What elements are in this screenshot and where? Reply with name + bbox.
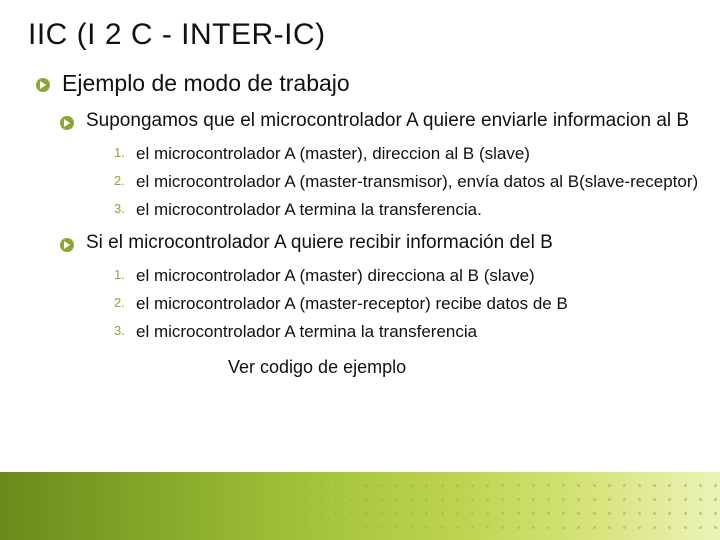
item-number: 3. — [114, 201, 125, 218]
item-text: el microcontrolador A (master), direccio… — [136, 144, 530, 163]
item-number: 3. — [114, 323, 125, 340]
slide: IIC (I 2 C - INTER-IC) Ejemplo de modo d… — [0, 0, 720, 540]
list-item: 2. el microcontrolador A (master-receptor… — [114, 293, 704, 315]
list-item: 1. el microcontrolador A (master) direcci… — [114, 265, 704, 287]
item-text: el microcontrolador A termina la transfe… — [136, 322, 477, 341]
decorative-band — [0, 472, 720, 540]
list-item: 1. el microcontrolador A (master), direcc… — [114, 143, 704, 165]
list-item: 2. el microcontrolador A (master-transmis… — [114, 171, 704, 193]
list-item: 3. el microcontrolador A termina la trans… — [114, 321, 704, 343]
section2-list: 1. el microcontrolador A (master) direcci… — [114, 265, 704, 343]
slide-title: IIC (I 2 C - INTER-IC) — [28, 18, 720, 52]
item-text: el microcontrolador A termina la transfe… — [136, 200, 482, 219]
section1-intro: Supongamos que el microcontrolador A qui… — [60, 109, 700, 133]
item-text: el microcontrolador A (master) direccion… — [136, 266, 535, 285]
subtitle: Ejemplo de modo de trabajo — [36, 70, 720, 97]
item-number: 2. — [114, 173, 125, 190]
section2-intro: Si el microcontrolador A quiere recibir … — [60, 231, 700, 255]
item-text: el microcontrolador A (master-transmisor… — [136, 172, 698, 191]
item-number: 1. — [114, 145, 125, 162]
item-number: 1. — [114, 267, 125, 284]
item-number: 2. — [114, 295, 125, 312]
section1-list: 1. el microcontrolador A (master), direcc… — [114, 143, 704, 221]
item-text: el microcontrolador A (master-receptor) … — [136, 294, 568, 313]
code-example-link[interactable]: Ver codigo de ejemplo — [228, 357, 720, 378]
list-item: 3. el microcontrolador A termina la trans… — [114, 199, 704, 221]
